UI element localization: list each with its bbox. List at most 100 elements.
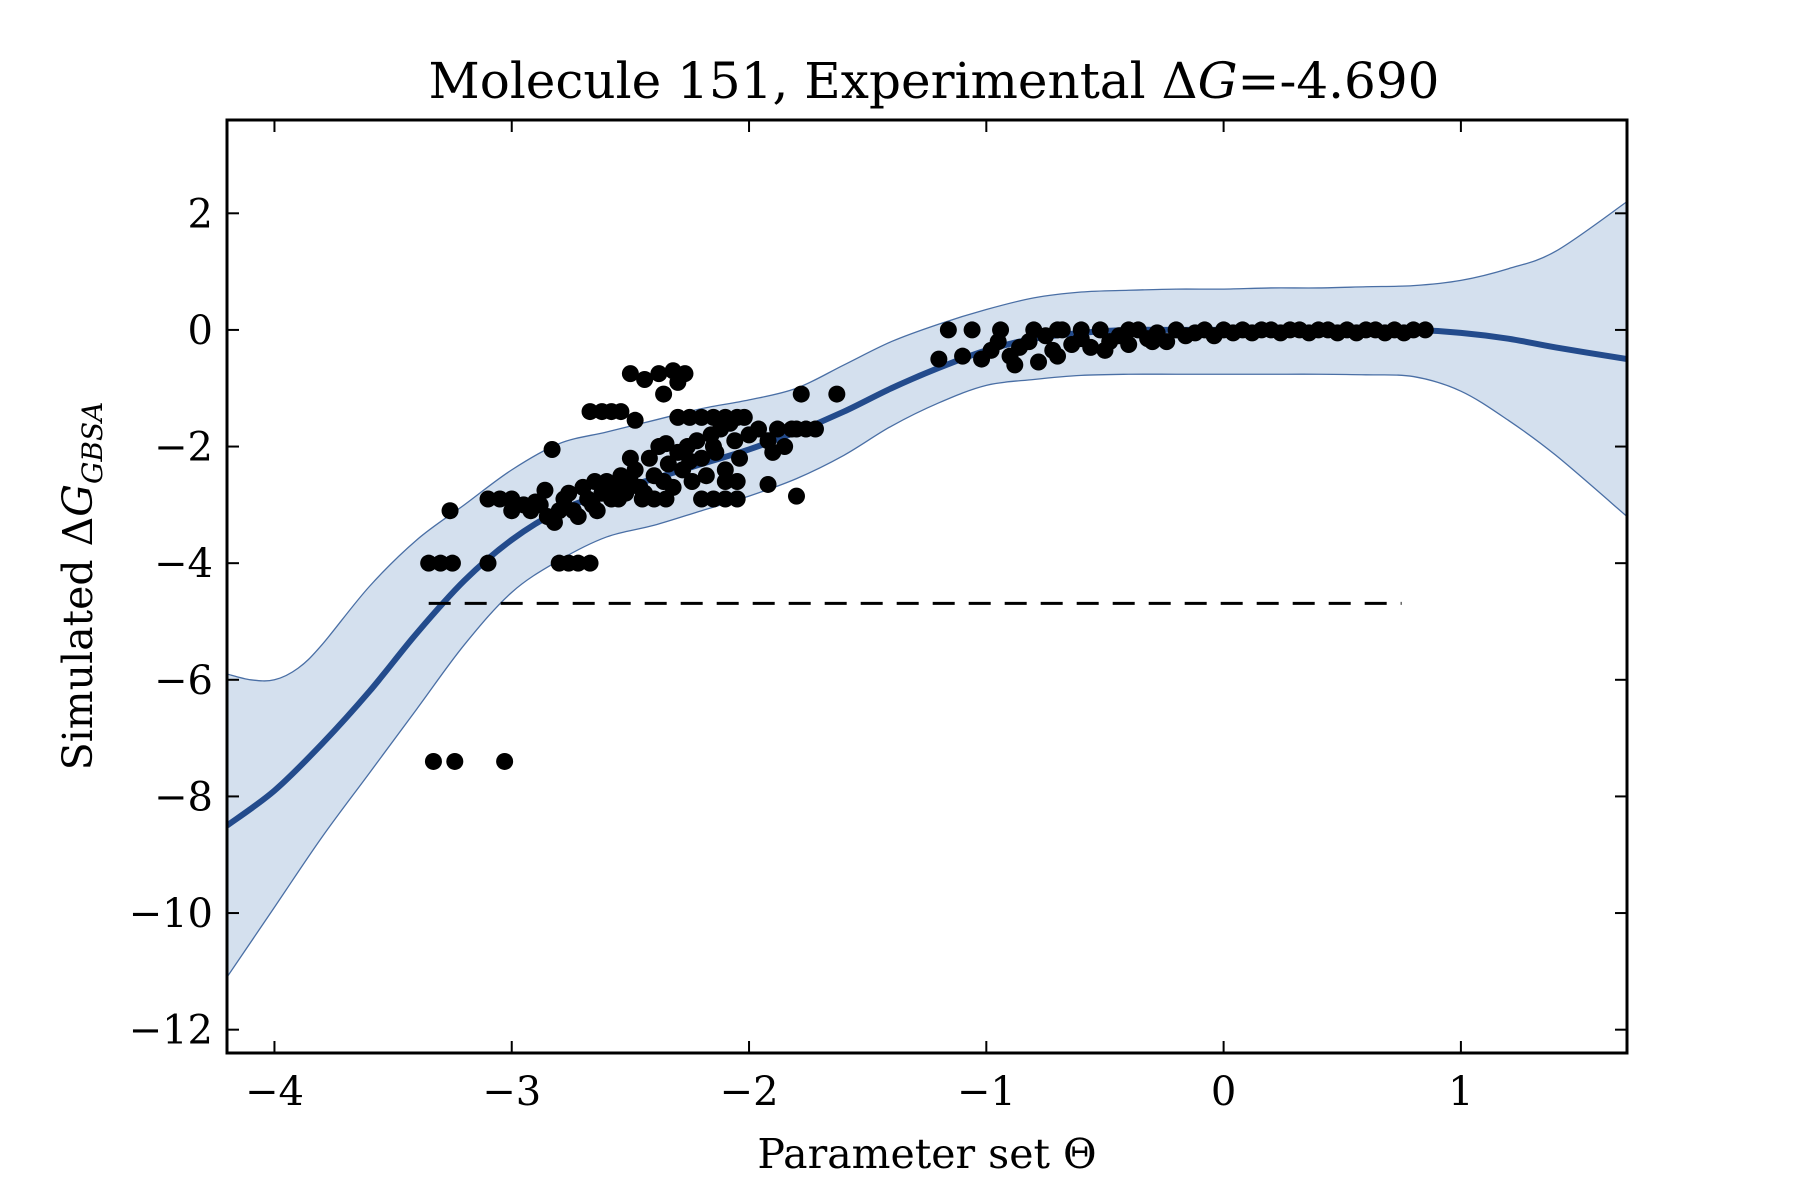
data-point xyxy=(759,475,777,493)
data-point xyxy=(441,502,459,520)
data-point xyxy=(704,438,722,456)
data-point xyxy=(1030,353,1048,371)
data-point xyxy=(681,452,699,470)
y-tick-label: 2 xyxy=(188,191,213,237)
y-tick-label: 0 xyxy=(188,308,213,354)
data-point xyxy=(806,420,824,438)
data-point xyxy=(704,408,722,426)
x-tick-label: −2 xyxy=(720,1069,779,1115)
data-point xyxy=(645,490,663,508)
data-point xyxy=(536,481,554,499)
data-point xyxy=(657,435,675,453)
data-point xyxy=(954,347,972,365)
data-point xyxy=(432,554,450,572)
y-tick-label: −12 xyxy=(129,1008,213,1054)
data-point xyxy=(586,473,604,491)
x-axis: −4 −3 −2 −1 0 1 xyxy=(245,120,1474,1115)
data-point xyxy=(681,408,699,426)
data-point xyxy=(496,752,514,770)
data-point xyxy=(716,473,734,491)
data-point xyxy=(716,408,734,426)
data-point xyxy=(716,461,734,479)
data-point xyxy=(728,408,746,426)
data-point xyxy=(688,432,706,450)
data-point xyxy=(636,370,654,388)
data-point xyxy=(1072,321,1090,339)
data-point xyxy=(669,408,687,426)
data-point xyxy=(1006,356,1024,374)
data-point xyxy=(930,350,948,368)
data-point xyxy=(588,502,606,520)
data-point xyxy=(697,467,715,485)
data-point xyxy=(560,484,578,502)
data-point xyxy=(1120,336,1138,354)
data-point xyxy=(769,420,787,438)
data-point xyxy=(693,408,711,426)
plot-frame xyxy=(225,118,1629,1055)
y-axis: 2 0 −2 −4 −6 −8 −10 −12 xyxy=(129,191,1627,1054)
x-axis-label: Parameter set Θ xyxy=(757,1130,1096,1178)
data-point xyxy=(676,365,694,383)
data-point xyxy=(569,554,587,572)
data-point xyxy=(526,493,544,511)
data-point xyxy=(581,403,599,421)
data-point xyxy=(543,440,561,458)
data-point xyxy=(989,333,1007,351)
y-tick-label: −10 xyxy=(129,891,213,937)
y-axis-label: Simulated ΔGGBSA xyxy=(54,402,109,771)
data-point xyxy=(787,487,805,505)
data-point xyxy=(424,752,442,770)
data-point xyxy=(633,490,651,508)
data-point xyxy=(1091,321,1109,339)
data-point xyxy=(728,490,746,508)
data-point xyxy=(963,321,981,339)
confidence-band-lower-edge xyxy=(227,373,1627,978)
x-tick-label: 1 xyxy=(1448,1069,1473,1115)
data-point xyxy=(1082,338,1100,356)
data-point xyxy=(621,365,639,383)
data-point xyxy=(750,420,768,438)
data-point xyxy=(693,490,711,508)
x-tick-label: −4 xyxy=(245,1069,304,1115)
data-point xyxy=(1049,321,1067,339)
data-point xyxy=(1416,321,1434,339)
data-point xyxy=(610,490,628,508)
data-point xyxy=(446,752,464,770)
x-tick-label: 0 xyxy=(1211,1069,1236,1115)
data-point xyxy=(726,432,744,450)
data-point xyxy=(1404,321,1422,339)
data-point xyxy=(716,490,734,508)
data-point xyxy=(764,443,782,461)
data-point xyxy=(704,490,722,508)
scatter-points xyxy=(420,321,1434,770)
data-point xyxy=(792,385,810,403)
data-point xyxy=(479,490,497,508)
data-point xyxy=(939,321,957,339)
data-point xyxy=(503,502,521,520)
data-point xyxy=(491,490,509,508)
data-point xyxy=(1096,341,1114,359)
data-point xyxy=(731,449,749,467)
data-point xyxy=(1120,321,1138,339)
data-point xyxy=(420,554,438,572)
data-point xyxy=(621,449,639,467)
data-point xyxy=(626,411,644,429)
data-point xyxy=(443,554,461,572)
data-point xyxy=(659,455,677,473)
data-point xyxy=(1025,321,1043,339)
data-point xyxy=(569,508,587,526)
y-tick-label: −6 xyxy=(154,658,213,704)
data-point xyxy=(1143,333,1161,351)
y-tick-label: −8 xyxy=(154,774,213,820)
confidence-band xyxy=(227,201,1627,978)
data-point xyxy=(828,385,846,403)
data-point xyxy=(657,490,675,508)
data-point xyxy=(655,385,673,403)
x-tick-label: −1 xyxy=(957,1069,1016,1115)
y-tick-label: −2 xyxy=(154,425,213,471)
data-point xyxy=(1049,347,1067,365)
data-point xyxy=(728,473,746,491)
y-tick-label: −4 xyxy=(154,541,213,587)
data-point xyxy=(1158,333,1176,351)
